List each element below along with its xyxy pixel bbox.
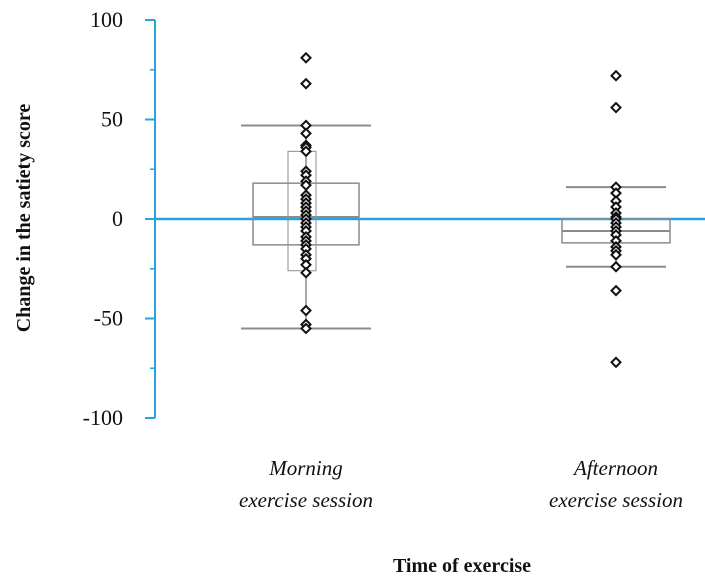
- data-point: [610, 356, 622, 369]
- category-label-line: exercise session: [239, 488, 373, 512]
- y-axis-title: Change in the satiety score: [13, 104, 35, 333]
- data-point: [610, 260, 622, 273]
- category-labels: Morning exercise session Afternoon exercise…: [239, 456, 683, 512]
- y-tick-label: 50: [101, 107, 123, 132]
- x-axis-title: Time of exercise: [393, 555, 531, 577]
- data-point: [300, 304, 312, 317]
- category-label-line: Morning: [268, 456, 343, 480]
- data-point: [300, 266, 312, 279]
- category-label-line: exercise session: [549, 488, 683, 512]
- data-point: [300, 322, 312, 335]
- y-tick-label: 100: [90, 7, 123, 32]
- box-plots: [241, 51, 671, 369]
- box-group: [561, 69, 671, 369]
- y-tick-label: -100: [83, 405, 123, 430]
- box-group: [241, 51, 371, 335]
- data-point: [300, 77, 312, 90]
- data-point: [610, 69, 622, 82]
- y-tick-label: -50: [94, 306, 123, 331]
- data-point: [610, 284, 622, 297]
- y-tick-label: 0: [112, 206, 123, 231]
- data-point: [300, 145, 312, 158]
- category-label-line: Afternoon: [572, 456, 658, 480]
- y-ticks: 100 50 0 -50 -100: [83, 7, 155, 430]
- data-point: [300, 51, 312, 64]
- data-point: [610, 101, 622, 114]
- data-point: [300, 127, 312, 140]
- data-point: [610, 248, 622, 261]
